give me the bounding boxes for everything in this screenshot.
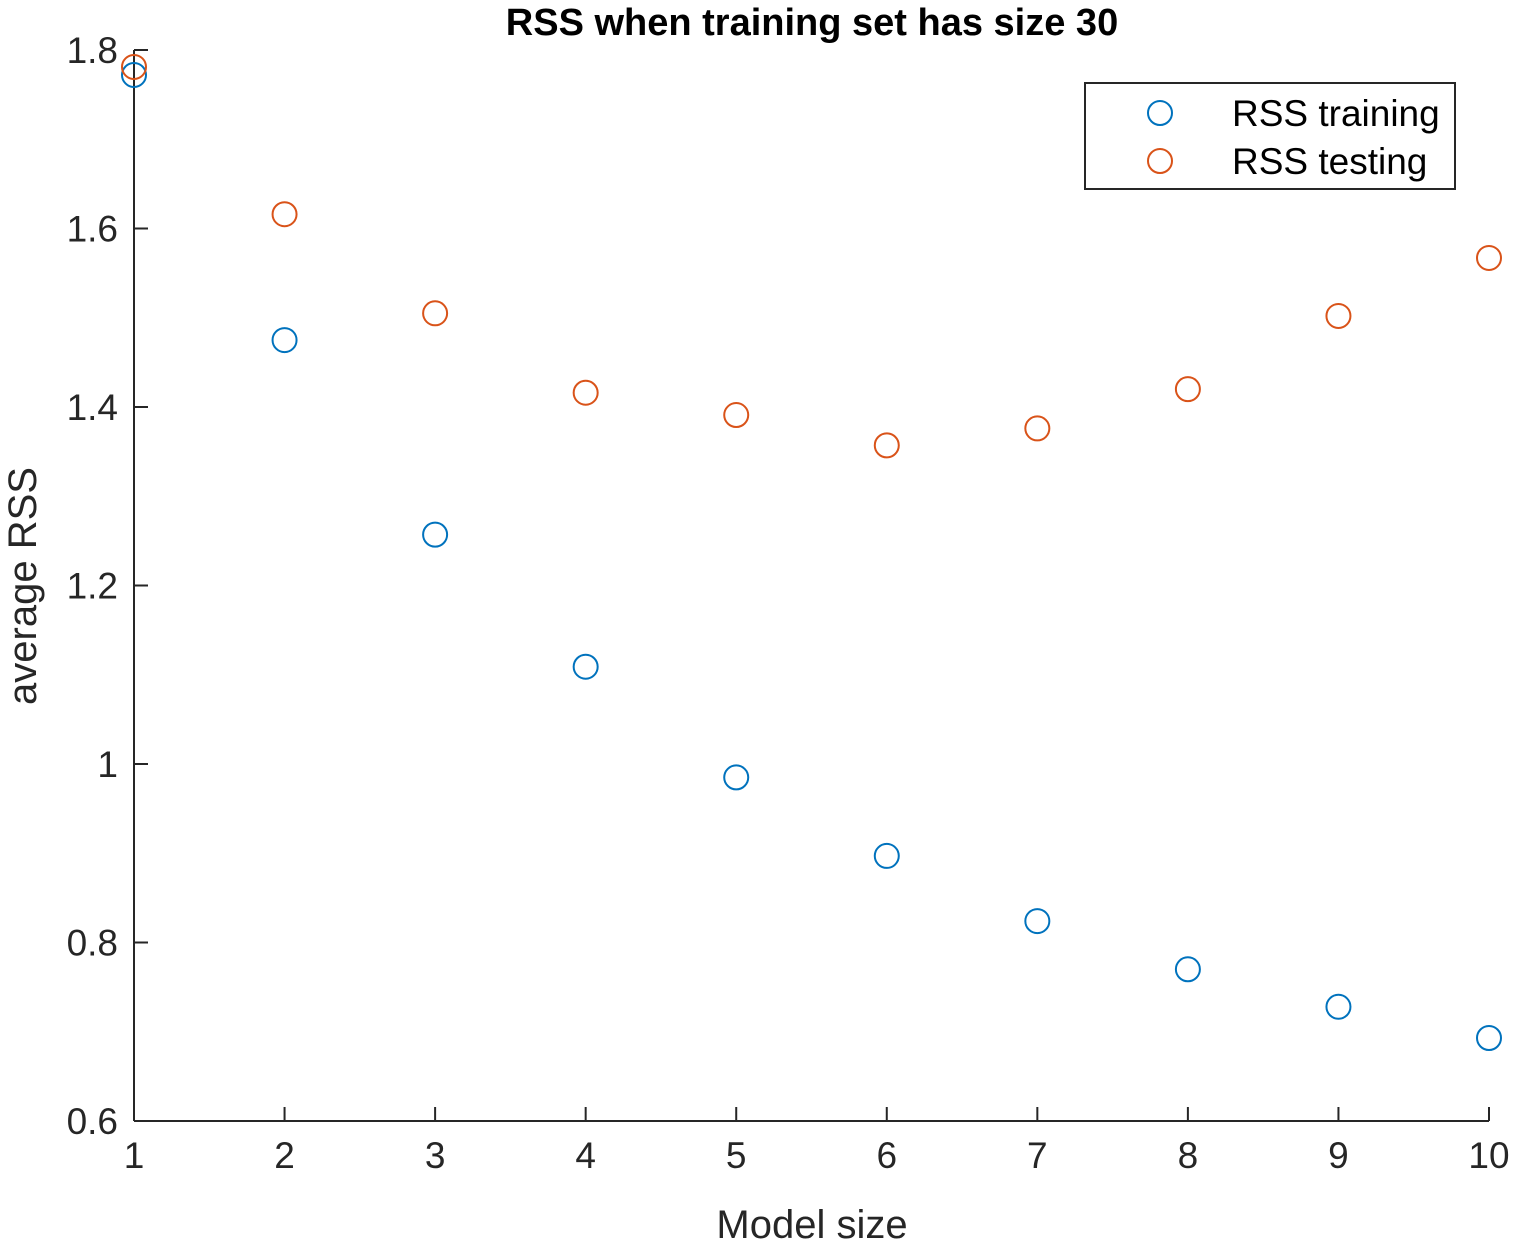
series-2 [121, 53, 1502, 459]
data-point [422, 521, 449, 548]
x-tick-label: 7 [1027, 1135, 1048, 1176]
y-tick-label: 1.2 [67, 566, 118, 607]
legend-marker [1147, 100, 1173, 126]
y-tick-label: 1.4 [67, 387, 118, 428]
data-point [271, 327, 298, 354]
data-point [1476, 244, 1502, 271]
y-tick-label: 0.8 [67, 923, 118, 964]
data-point [723, 402, 750, 429]
legend-label: RSS training [1232, 93, 1440, 134]
legend-label: RSS testing [1232, 141, 1427, 182]
x-tick-label: 3 [425, 1135, 446, 1176]
x-tick-label: 6 [876, 1135, 897, 1176]
y-tick-label: 1.6 [67, 209, 118, 250]
y-tick-label: 0.6 [67, 1101, 118, 1142]
data-point [271, 201, 298, 228]
legend-box [1084, 82, 1456, 190]
x-tick-label: 2 [274, 1135, 295, 1176]
data-point [873, 432, 900, 459]
data-point [1024, 415, 1051, 442]
data-point [1024, 908, 1051, 935]
x-tick-label: 10 [1468, 1135, 1509, 1176]
x-axis-ticks: 1 2 3 4 5 6 7 8 9 10 [124, 1107, 1510, 1176]
data-point [1174, 376, 1201, 403]
data-point [1476, 1024, 1502, 1051]
data-point [121, 61, 147, 88]
series-1 [121, 61, 1502, 1051]
x-axis-label: Model size [716, 1203, 907, 1244]
x-tick-label: 1 [124, 1135, 145, 1176]
data-point [1325, 993, 1352, 1020]
y-tick-label: 1.8 [67, 30, 118, 71]
data-points [121, 53, 1502, 1051]
data-point [1325, 302, 1352, 329]
data-point [422, 300, 449, 327]
y-tick-label: 1 [97, 744, 118, 785]
x-tick-label: 8 [1178, 1135, 1199, 1176]
legend-marker [1147, 148, 1173, 174]
data-point [121, 53, 147, 80]
data-point [572, 379, 599, 406]
y-axis-label: average RSS [1, 467, 45, 705]
y-axis-ticks: 0.6 0.8 1 1.2 1.4 1.6 1.8 [67, 30, 148, 1142]
data-point [1174, 956, 1201, 983]
x-tick-label: 4 [575, 1135, 596, 1176]
data-point [572, 653, 599, 680]
data-point [723, 764, 750, 791]
chart-title: RSS when training set has size 30 [506, 2, 1118, 44]
legend: RSS training RSS testing [1084, 82, 1456, 190]
x-tick-label: 5 [726, 1135, 747, 1176]
data-point [873, 842, 900, 869]
x-tick-label: 9 [1328, 1135, 1349, 1176]
